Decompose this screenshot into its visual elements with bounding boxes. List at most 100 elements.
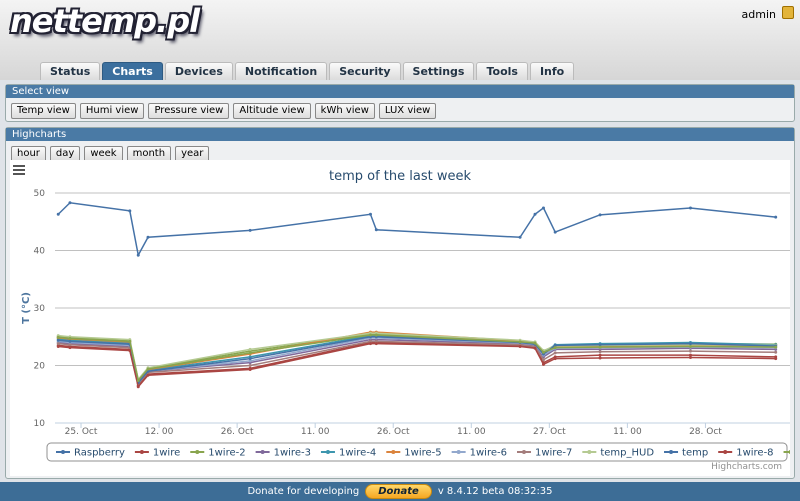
point (688, 349, 692, 353)
legend-label: 1wire-3 (274, 448, 311, 459)
menu-icon[interactable] (13, 165, 25, 175)
tab[interactable]: Devices (164, 62, 233, 80)
legend-label: 1wire-8 (736, 448, 773, 459)
legend-marker (61, 450, 65, 454)
legend-marker (521, 450, 526, 454)
point (68, 343, 72, 347)
lock-icon[interactable] (782, 6, 794, 19)
point (553, 346, 557, 350)
legend-label: 1wire-2 (208, 448, 245, 459)
point (598, 350, 602, 354)
tab[interactable]: Notification (234, 62, 328, 80)
point (136, 378, 140, 382)
panel-title: Highcharts (6, 128, 794, 141)
point (374, 339, 378, 343)
user[interactable]: admin (741, 8, 776, 21)
point (688, 353, 692, 357)
point (374, 342, 378, 346)
view-button[interactable]: LUX view (378, 103, 437, 119)
legend-marker (391, 450, 396, 454)
tab[interactable]: Charts (102, 62, 163, 80)
point (518, 340, 522, 344)
x-tick-label: 27. Oct (533, 427, 566, 437)
donate-button[interactable]: Donate (365, 484, 432, 499)
point (541, 362, 545, 366)
point (368, 342, 372, 346)
view-button[interactable]: Temp view (11, 103, 76, 119)
tab[interactable]: Tools (476, 62, 528, 80)
point (128, 349, 132, 353)
point (598, 353, 602, 357)
point (56, 338, 60, 342)
view-button[interactable]: Pressure view (148, 103, 230, 119)
legend-marker (195, 450, 200, 454)
point (248, 368, 252, 372)
point (248, 359, 252, 363)
x-tick-label: 12. 00 (145, 427, 174, 437)
point (248, 364, 252, 367)
point (68, 346, 72, 350)
button-row: hour day week month year (6, 141, 794, 167)
legend-marker (723, 450, 728, 454)
point (368, 333, 372, 337)
legend-label: 1wire-6 (470, 448, 507, 459)
legend-label: temp_HUD (600, 448, 654, 459)
point (553, 343, 557, 347)
logo[interactable]: nettemp.pl (10, 2, 200, 40)
point (68, 339, 72, 343)
legend-marker (669, 450, 674, 454)
point (533, 346, 537, 350)
point (598, 356, 602, 360)
select-view-panel: Select view Temp view Humi view Pressure v… (5, 84, 795, 122)
point (56, 212, 60, 216)
point (248, 357, 252, 361)
legend-marker (788, 450, 790, 454)
point (774, 215, 778, 219)
point (688, 206, 692, 210)
point (688, 345, 692, 349)
y-tick-label: 20 (34, 362, 46, 372)
legend-label: 1wire (153, 448, 180, 459)
view-button[interactable]: Humi view (79, 103, 145, 119)
header: nettemp.pl admin Status Charts Devices Noti… (0, 0, 800, 80)
point (128, 339, 132, 343)
x-tick-label: 11. 00 (301, 427, 330, 437)
chart-title: temp of the last week (329, 169, 471, 184)
point (136, 385, 140, 389)
point (368, 212, 372, 216)
point (598, 343, 602, 347)
point (56, 345, 60, 349)
credit[interactable]: Highcharts.com (711, 462, 782, 472)
y-tick-label: 50 (34, 189, 46, 199)
tab[interactable]: Info (529, 62, 575, 80)
point (518, 345, 522, 349)
version: v 8.4.12 beta 08:32:35 (437, 486, 553, 497)
view-button[interactable]: Altitude view (233, 103, 311, 119)
legend-marker (456, 450, 461, 454)
tab[interactable]: Settings (402, 62, 475, 80)
point (146, 367, 150, 371)
x-tick-label: 25. Oct (65, 427, 98, 437)
view-button[interactable]: kWh view (314, 103, 375, 119)
x-tick-label: 11. 00 (613, 427, 642, 437)
x-tick-label: 26. Oct (377, 427, 410, 437)
legend-marker (139, 450, 144, 454)
point (374, 228, 378, 232)
point (68, 336, 72, 340)
y-axis-title: T (°C) (21, 292, 32, 324)
point (598, 345, 602, 349)
point (68, 201, 72, 205)
tab[interactable]: Security (329, 62, 401, 80)
point (146, 373, 150, 377)
point (553, 351, 557, 355)
point (248, 351, 252, 355)
legend-label: temp (682, 448, 708, 459)
chart: temp of the last week T (°C) Highcharts.… (10, 160, 790, 476)
x-tick-label: 11. 00 (457, 427, 486, 437)
tab[interactable]: Status (40, 62, 101, 80)
y-tick-label: 10 (34, 419, 46, 429)
point (541, 358, 545, 362)
point (598, 213, 602, 217)
y-tick-label: 40 (34, 247, 46, 257)
point (553, 230, 557, 234)
